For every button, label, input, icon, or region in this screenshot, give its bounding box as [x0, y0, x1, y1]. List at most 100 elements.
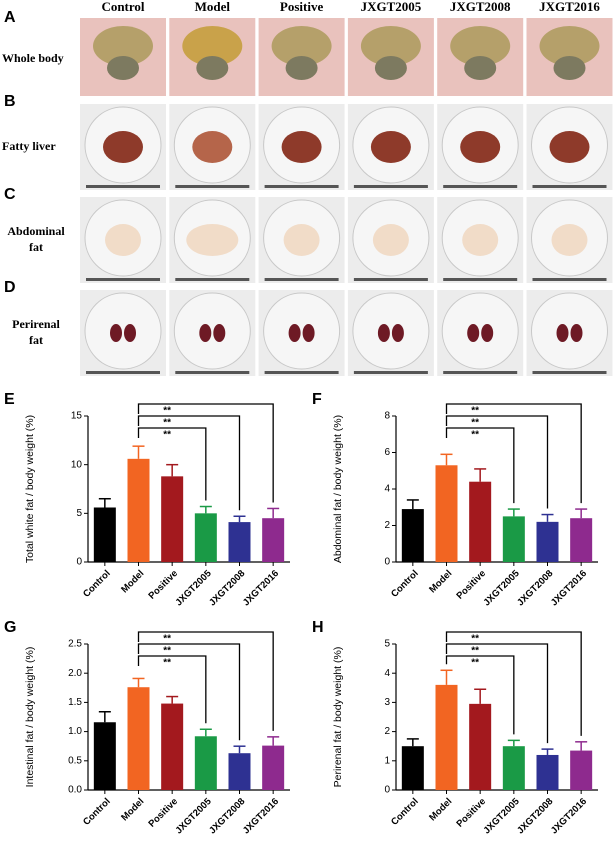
bar [570, 518, 593, 562]
significance-bracket [137, 403, 274, 503]
y-axis-label: Total white fat / body weight (%) [24, 415, 36, 563]
y-tick-label: 6 [384, 447, 390, 458]
photo-organ [553, 56, 586, 80]
significance-bracket [137, 631, 274, 731]
significance-label: ** [163, 658, 171, 669]
x-tick-label: Model [427, 568, 454, 595]
photo-dish [352, 292, 430, 370]
photo-organ [570, 324, 583, 342]
significance-label: ** [471, 430, 479, 441]
photo-ruler [532, 278, 607, 281]
y-axis-label: Intestinal fat / body weight (%) [24, 647, 36, 788]
significance-label: ** [163, 406, 171, 417]
photo-ruler [264, 278, 339, 281]
y-tick-label: 5 [76, 508, 82, 519]
photo-ruler [353, 185, 428, 188]
panel-letter: B [4, 93, 16, 110]
bar [502, 516, 525, 562]
photo-ruler [86, 278, 160, 281]
bar [469, 481, 492, 562]
column-header: JXGT2008 [450, 0, 511, 14]
bar [401, 746, 424, 790]
photo-ruler [175, 371, 250, 374]
photo-organ [374, 56, 407, 80]
y-tick-label: 5 [384, 639, 390, 650]
photo-ruler [264, 185, 339, 188]
y-tick-label: 0 [384, 557, 390, 568]
photo-ruler [443, 185, 518, 188]
photo-dish [84, 292, 162, 370]
y-tick-label: 2.5 [68, 639, 82, 650]
photo-organ [460, 131, 501, 163]
significance-bracket [137, 427, 207, 501]
bar [401, 509, 424, 562]
photo-ruler [353, 278, 428, 281]
photo-organ [199, 324, 212, 342]
photo-organ [213, 324, 226, 342]
photo-organ [302, 324, 315, 342]
significance-bracket [445, 655, 515, 735]
photo-organ [464, 56, 497, 80]
photo-ruler [443, 371, 518, 374]
y-tick-label: 3 [384, 697, 390, 708]
y-tick-label: 1.5 [68, 697, 82, 708]
x-tick-label: Model [119, 796, 146, 823]
bar [228, 522, 251, 562]
panel-letter: C [4, 186, 16, 203]
bar [435, 465, 458, 562]
y-tick-label: 0.5 [68, 755, 82, 766]
photo-ruler [175, 278, 250, 281]
x-tick-label: Model [119, 568, 146, 595]
photo-organ [107, 56, 139, 80]
photo-organ [105, 224, 141, 256]
bar [161, 703, 184, 790]
bar [127, 687, 150, 790]
photo-organ [93, 26, 153, 66]
bar [570, 750, 593, 790]
panel-letter: A [4, 9, 16, 26]
significance-bracket [137, 655, 207, 724]
x-tick-label: Positive [455, 568, 489, 602]
row-label: fat [29, 240, 43, 254]
photo-organ [551, 224, 588, 256]
photo-ruler [86, 371, 160, 374]
significance-bracket [445, 403, 582, 504]
photo-organ [467, 324, 480, 342]
x-tick-label: Model [427, 796, 454, 823]
photo-ruler [443, 278, 518, 281]
y-tick-label: 0.0 [68, 785, 82, 796]
photo-organ [370, 131, 411, 163]
photo-organ [556, 324, 569, 342]
bar [127, 458, 150, 562]
row-label: Abdominal [7, 224, 65, 238]
photo-ruler [264, 371, 339, 374]
row-label: Whole body [2, 51, 64, 65]
column-header: Positive [280, 0, 324, 14]
photo-organ [481, 324, 494, 342]
column-header: Control [101, 0, 144, 14]
photo-organ [110, 324, 122, 342]
significance-label: ** [471, 406, 479, 417]
chart: G Intestinal fat / body weight (%) 0.0 0.5 1… [4, 619, 290, 836]
y-tick-label: 10 [71, 459, 83, 470]
bar [194, 513, 217, 562]
significance-label: ** [471, 418, 479, 429]
column-header: JXGT2005 [361, 0, 422, 14]
photo-organ [103, 131, 143, 163]
x-tick-label: Positive [147, 796, 181, 830]
x-tick-label: JXGT2016 [241, 796, 281, 836]
y-tick-label: 2 [384, 520, 390, 531]
photo-grid: Control Model Positive JXGT2005 JXGT2008 JXGT… [2, 0, 613, 376]
x-tick-label: Control [389, 568, 421, 600]
bar [536, 754, 559, 790]
significance-label: ** [163, 646, 171, 657]
y-tick-label: 1.0 [68, 726, 82, 737]
photo-organ [285, 56, 318, 80]
photo-ruler [532, 371, 607, 374]
y-axis-label: Perirenal fat / body weight (%) [332, 647, 344, 788]
x-tick-label: Control [81, 568, 113, 600]
bar [93, 722, 116, 790]
photo-dish [263, 292, 341, 370]
significance-label: ** [163, 430, 171, 441]
